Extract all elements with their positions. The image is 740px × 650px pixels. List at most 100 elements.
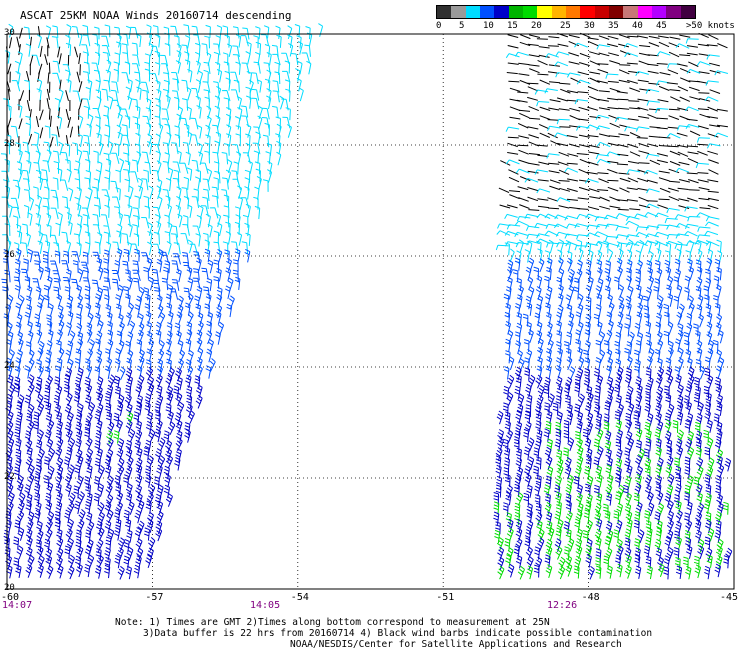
- wind-barb: [667, 321, 674, 336]
- wind-barb: [148, 484, 156, 498]
- wind-barb: [204, 248, 211, 263]
- wind-barb: [44, 266, 51, 280]
- wind-barb: [137, 520, 145, 535]
- wind-barb: [44, 125, 51, 139]
- wind-barb: [595, 518, 603, 532]
- wind-barb: [515, 374, 522, 388]
- wind-barb: [508, 176, 520, 183]
- wind-barb: [106, 509, 114, 524]
- wind-barb: [555, 51, 570, 57]
- wind-barb: [187, 277, 194, 292]
- wind-barb: [567, 320, 574, 335]
- wind-barb: [566, 304, 573, 318]
- wind-barb: [186, 394, 193, 409]
- wind-barb: [528, 153, 540, 156]
- wind-barb: [141, 151, 150, 164]
- wind-barb: [687, 197, 698, 202]
- wind-barb: [246, 95, 252, 109]
- wind-barb: [724, 457, 732, 472]
- wind-barb: [113, 143, 120, 156]
- wind-barb: [707, 204, 719, 210]
- wind-barb: [665, 366, 673, 381]
- wind-barb: [624, 564, 632, 579]
- wind-barb: [45, 357, 51, 371]
- wind-barb: [566, 356, 573, 371]
- wind-barb: [657, 563, 665, 577]
- colorbar-segment: [680, 6, 695, 18]
- wind-barb: [607, 97, 619, 101]
- wind-barb: [704, 356, 711, 370]
- wind-barb: [136, 365, 143, 380]
- wind-barb: [706, 554, 713, 568]
- longitude-label: -57: [145, 592, 164, 603]
- wind-barb: [709, 69, 721, 74]
- wind-barb: [227, 159, 233, 173]
- wind-barb: [45, 412, 53, 426]
- wind-barb: [673, 295, 680, 310]
- wind-barb: [624, 503, 632, 517]
- wind-barb: [535, 474, 542, 488]
- wind-barb: [48, 62, 51, 74]
- wind-barb: [176, 330, 182, 345]
- wind-barb: [516, 322, 523, 337]
- wind-barb: [138, 286, 145, 301]
- wind-barb: [638, 204, 650, 209]
- wind-barb: [39, 109, 44, 121]
- wind-barb: [655, 547, 662, 562]
- wind-barb: [85, 159, 91, 173]
- wind-barb: [598, 133, 610, 137]
- wind-barb: [618, 284, 625, 299]
- wind-barb: [85, 383, 93, 398]
- wind-barb: [715, 545, 723, 560]
- wind-barb: [147, 547, 154, 562]
- wind-barb: [607, 35, 619, 40]
- wind-barb: [136, 295, 143, 310]
- wind-barb: [25, 438, 33, 453]
- wind-barb: [549, 179, 561, 184]
- wind-barb: [552, 402, 559, 416]
- wind-barb: [584, 465, 591, 480]
- wind-barb: [539, 79, 550, 85]
- wind-barb: [44, 429, 52, 443]
- wind-barb: [232, 178, 241, 190]
- wind-barb: [504, 457, 510, 471]
- wind-barb: [507, 34, 519, 38]
- wind-barb: [534, 169, 549, 175]
- wind-barb: [69, 126, 73, 138]
- wind-barb: [67, 311, 74, 325]
- wind-barb: [624, 475, 632, 490]
- wind-barb: [698, 197, 710, 201]
- wind-barb: [73, 485, 80, 499]
- wind-barb: [102, 51, 110, 65]
- wind-barb: [183, 24, 190, 37]
- colorbar-segment: [594, 6, 609, 18]
- wind-barb: [35, 439, 43, 453]
- wind-barb: [55, 501, 63, 515]
- wind-barb: [696, 401, 704, 416]
- wind-barb: [695, 483, 703, 498]
- wind-barb: [14, 284, 21, 299]
- wind-barb: [35, 464, 42, 479]
- wind-barb: [669, 36, 681, 40]
- wind-barb: [25, 564, 33, 578]
- wind-barb: [687, 374, 695, 389]
- wind-barb: [558, 180, 570, 182]
- wind-barb: [624, 528, 632, 542]
- wind-barb: [625, 394, 632, 408]
- wind-barb: [49, 115, 52, 127]
- wind-barb: [615, 225, 629, 231]
- wind-barb: [195, 95, 201, 110]
- wind-barb: [685, 401, 692, 415]
- wind-barb: [713, 295, 719, 309]
- wind-barb: [87, 79, 93, 93]
- wind-barb: [135, 537, 143, 552]
- wind-barb: [505, 303, 511, 317]
- wind-barb: [6, 365, 13, 380]
- wind-barb: [164, 214, 170, 228]
- wind-barb: [221, 90, 231, 102]
- wind-barb: [49, 136, 54, 148]
- wind-barb: [634, 482, 642, 497]
- wind-barb: [648, 108, 661, 111]
- wind-barb: [86, 123, 92, 137]
- wind-barb: [584, 402, 592, 416]
